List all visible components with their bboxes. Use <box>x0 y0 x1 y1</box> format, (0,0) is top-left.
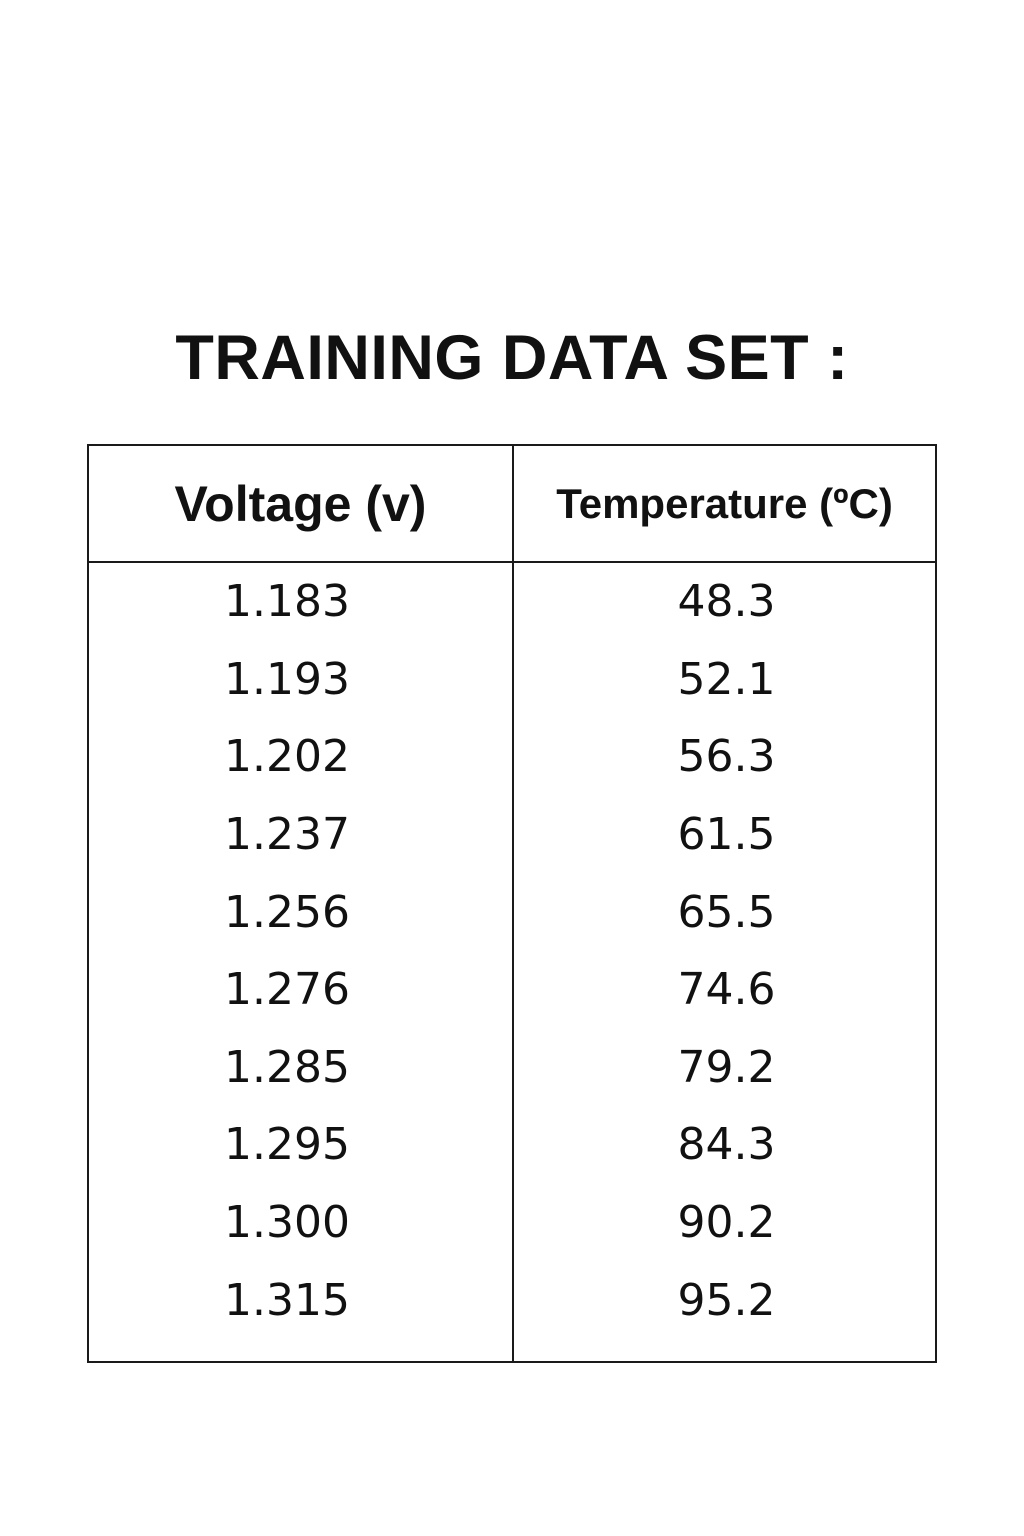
voltage-cell: 1.183 <box>224 576 350 628</box>
page-title: TRAINING DATA SET : <box>175 323 849 393</box>
temperature-cell: 52.1 <box>677 653 776 705</box>
temperature-cell: 65.5 <box>677 886 776 938</box>
table-row: 1.300 90.2 <box>89 1184 935 1262</box>
temperature-cell: 84.3 <box>677 1119 776 1171</box>
data-table: Voltage (v) Temperature (ºC) 1.183 48.3 … <box>87 444 937 1363</box>
table-row: 1.285 79.2 <box>89 1029 935 1107</box>
header-divider <box>89 561 935 563</box>
voltage-cell: 1.202 <box>224 731 350 783</box>
temperature-cell: 95.2 <box>677 1274 776 1326</box>
voltage-cell: 1.256 <box>224 886 350 938</box>
table-row: 1.256 65.5 <box>89 873 935 951</box>
voltage-cell: 1.237 <box>224 809 350 861</box>
header-temperature: Temperature (ºC) <box>556 479 893 527</box>
temperature-cell: 56.3 <box>677 731 776 783</box>
temperature-cell: 90.2 <box>677 1197 776 1249</box>
table-row: 1.183 48.3 <box>89 563 935 641</box>
table-row: 1.193 52.1 <box>89 641 935 719</box>
header-voltage: Voltage (v) <box>174 475 427 532</box>
temperature-cell: 48.3 <box>677 576 776 628</box>
temperature-cell: 74.6 <box>677 964 776 1016</box>
voltage-cell: 1.193 <box>224 653 350 705</box>
table-row: 1.276 74.6 <box>89 951 935 1029</box>
table-row: 1.237 61.5 <box>89 796 935 874</box>
table-row: 1.315 95.2 <box>89 1261 935 1339</box>
temperature-cell: 79.2 <box>677 1041 776 1093</box>
voltage-cell: 1.285 <box>224 1041 350 1093</box>
table-row: 1.202 56.3 <box>89 718 935 796</box>
temperature-cell: 61.5 <box>677 809 776 861</box>
column-divider <box>512 446 514 1361</box>
table-row: 1.295 84.3 <box>89 1106 935 1184</box>
voltage-cell: 1.276 <box>224 964 350 1016</box>
voltage-cell: 1.295 <box>224 1119 350 1171</box>
table-body: 1.183 48.3 1.193 52.1 1.202 56.3 1.237 6… <box>89 563 935 1339</box>
voltage-cell: 1.300 <box>224 1197 350 1249</box>
voltage-cell: 1.315 <box>224 1274 350 1326</box>
